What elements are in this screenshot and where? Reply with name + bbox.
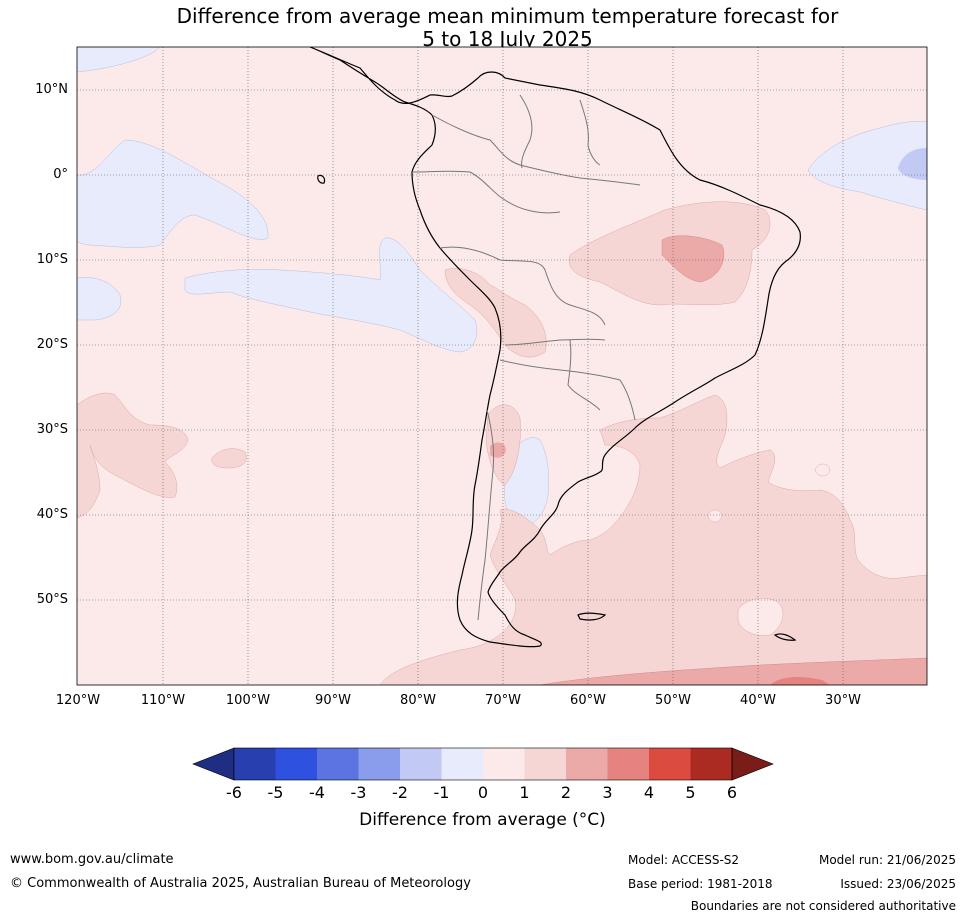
map-plot-area [77,47,927,685]
lon-label-70w: 70°W [485,693,521,708]
lon-label-40w: 40°W [740,693,776,708]
graticule [77,47,927,685]
title-line-2: 5 to 18 July 2025 [422,27,593,51]
colorbar-tick-label: 5 [685,783,696,802]
base-period: Base period: 1981-2018 [628,877,773,891]
colorbar-tick-label: 3 [602,783,613,802]
title-line-1: Difference from average mean minimum tem… [176,4,839,28]
colorbar-tick-label: -2 [392,783,408,802]
website-url[interactable]: www.bom.gov.au/climate [10,852,174,867]
falkland-islands [577,612,607,621]
colorbar-segment [483,748,525,780]
lat-label-50s: 50°S [36,592,68,607]
cool-patch-atlantic-equatorial [807,121,927,211]
lon-label-110w: 110°W [140,693,186,708]
lon-label-60w: 60°W [570,693,606,708]
cool-patch-northwest [77,47,161,73]
lat-label-30s: 30°S [36,422,68,437]
warm-band-south [539,657,927,685]
warm-patch-brazil-strong [661,235,725,283]
south-georgia [773,633,797,641]
colorbar-tick-label: 2 [560,783,572,802]
model-name: Model: ACCESS-S2 [628,853,740,867]
lon-label-100w: 100°W [225,693,271,708]
boundaries-disclaimer: Boundaries are not considered authoritat… [690,899,956,913]
colorbar-extend-high [731,747,774,781]
colorbar-tick-label: 0 [477,783,489,802]
issued-date: Issued: 23/06/2025 [840,877,956,891]
neutral-hole-south-atlantic [737,598,784,636]
colorbar-tick-label: 6 [726,783,738,802]
lat-label-0: 0° [53,167,68,182]
colorbar-tick-label: -5 [267,783,284,802]
copyright-text: © Commonwealth of Australia 2025, Austra… [10,876,471,891]
lon-label-30w: 30°W [825,693,861,708]
cool-patch-southeast-pacific [184,237,478,353]
colorbar-tick-label: -6 [226,783,242,802]
warm-patch-small [211,448,247,469]
cool-patch-west-small [77,277,122,321]
model-run-date: Model run: 21/06/2025 [818,853,956,867]
colorbar-tick-label: 1 [519,783,530,802]
lat-label-20s: 20°S [36,337,68,352]
lon-label-80w: 80°W [400,693,436,708]
cool-patch-west-equatorial [77,139,269,248]
lat-label-10n: 10°N [35,82,68,97]
colorbar-segment [234,748,276,780]
neutral-hole-small [707,509,723,523]
lon-label-120w: 120°W [55,693,101,708]
colorbar-extend-low [192,747,235,781]
lon-label-50w: 50°W [655,693,691,708]
colorbar-segment [358,748,400,780]
country-borders [411,94,641,621]
colorbar-segment [649,748,691,780]
colorbar [192,747,774,781]
cool-patch-atlantic-strong [898,148,927,180]
warm-patch-west-south [77,392,189,519]
colorbar-segment [317,748,359,780]
warm-patch-andes [444,268,547,358]
colorbar-frame [233,747,733,781]
colorbar-segment [566,748,608,780]
warm-band-south-strong [770,677,830,685]
map-frame [76,46,928,686]
lat-label-40s: 40°S [36,507,68,522]
colorbar-segment [441,748,483,780]
colorbar-label: Difference from average (°C) [359,810,606,830]
colorbar-segment [400,748,442,780]
colorbar-tick-label: -3 [350,783,367,802]
galapagos [317,174,326,184]
colorbar-segment [607,748,649,780]
colorbar-segment [275,748,317,780]
colorbar-segment [524,748,566,780]
colorbar-segment [690,748,732,780]
colorbar-tick-label: -4 [309,783,325,802]
neutral-hole-east [814,463,831,477]
colorbar-tick-label: -1 [433,783,450,802]
lon-label-90w: 90°W [315,693,351,708]
colorbar-tick-label: 4 [643,783,655,802]
lat-label-10s: 10°S [36,252,68,267]
